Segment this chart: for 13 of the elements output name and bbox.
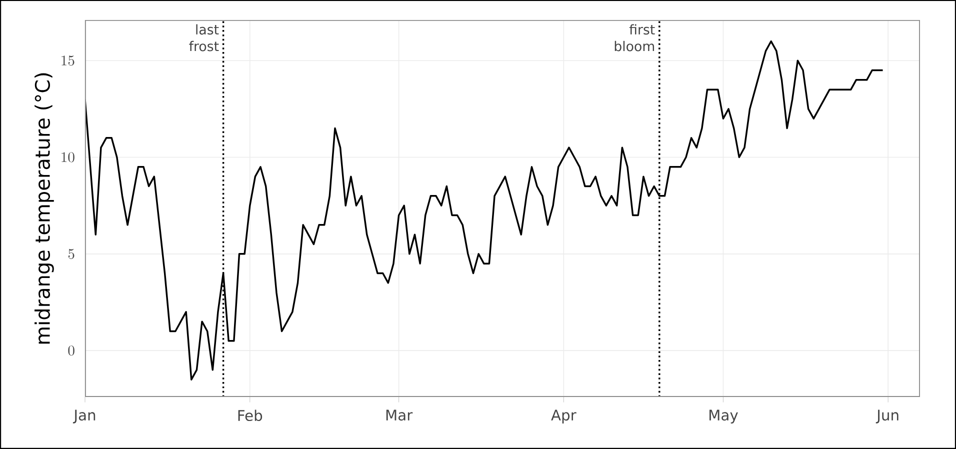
y-tick-label: 15 — [62, 56, 74, 66]
x-tick-label: Apr — [551, 410, 576, 424]
y-axis-title: midrange temperature (°C) — [34, 73, 54, 344]
x-tick-label: May — [710, 410, 738, 424]
x-tick-label: Mar — [386, 410, 413, 421]
x-tick-label: Jan — [72, 410, 96, 424]
ref-line-label: first bloom — [614, 24, 655, 52]
x-tick-label: Jun — [876, 410, 898, 424]
y-tick-label: 10 — [62, 152, 74, 162]
ref-line-label: last frost — [189, 24, 219, 52]
y-tick-label: 0 — [68, 346, 74, 356]
x-tick-label: Feb — [238, 410, 262, 422]
y-tick-label: 5 — [68, 248, 74, 259]
